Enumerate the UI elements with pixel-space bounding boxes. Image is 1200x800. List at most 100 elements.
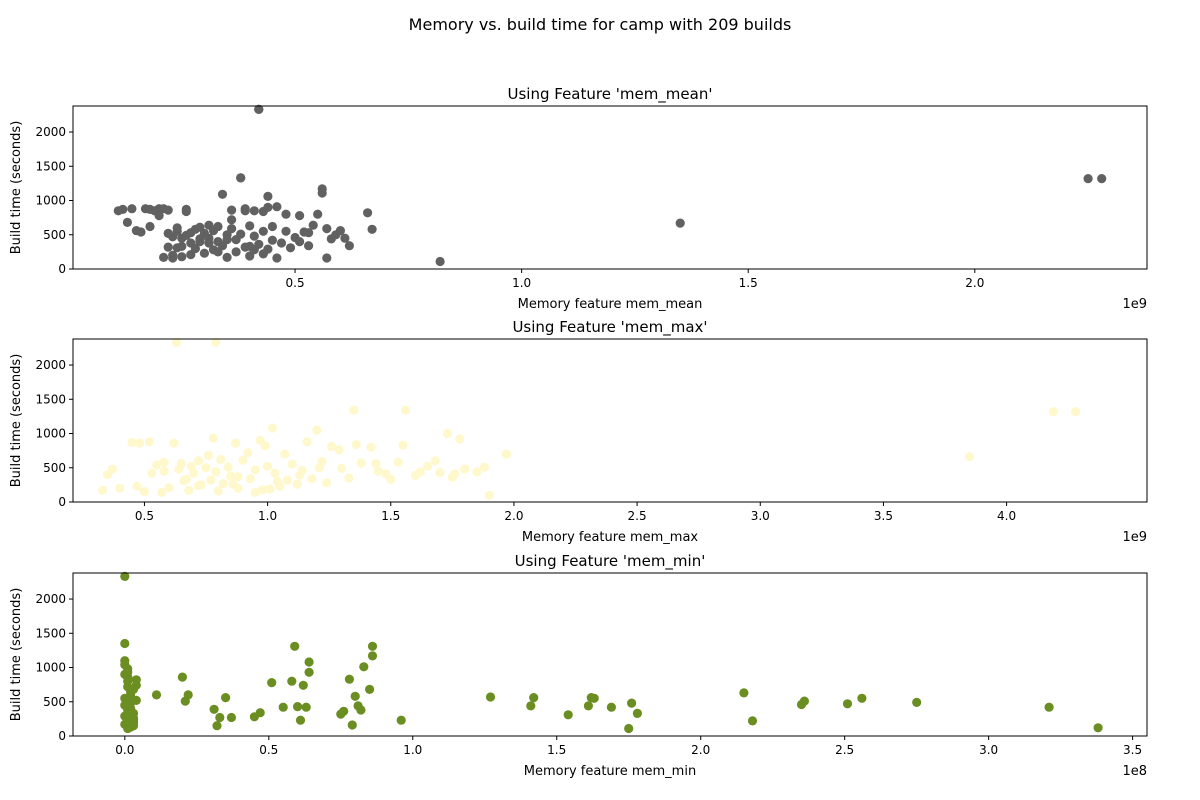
x-axis-offset-label: 1e9: [1122, 297, 1147, 312]
y-tick-label: 1500: [35, 626, 66, 640]
scatter-point: [336, 463, 347, 473]
scatter-point: [334, 445, 344, 455]
scatter-series-mem-min: [120, 571, 1103, 734]
figure-suptitle: Memory vs. build time for camp with 209 …: [409, 15, 792, 34]
scatter-point: [624, 723, 634, 734]
scatter-point: [227, 215, 237, 225]
scatter-point: [213, 247, 223, 257]
scatter-point: [208, 433, 218, 443]
scatter-point: [231, 438, 241, 448]
x-tick-label: 4.0: [997, 509, 1016, 523]
scatter-point: [240, 206, 250, 216]
scatter-point: [563, 710, 573, 720]
scatter-point: [460, 464, 470, 474]
x-axis-label: Memory feature mem_max: [522, 530, 699, 545]
scatter-point: [739, 688, 749, 698]
plot-frame: [72, 572, 1148, 737]
scatter-point: [327, 441, 337, 452]
scatter-point: [340, 233, 350, 243]
scatter-point: [281, 226, 291, 236]
scatter-point: [136, 227, 146, 237]
scatter-point: [172, 223, 182, 233]
scatter-point: [255, 708, 265, 718]
scatter-point: [157, 487, 167, 497]
scatter-point: [367, 224, 377, 234]
x-tick-label: 3.5: [874, 509, 893, 523]
scatter-point: [213, 486, 223, 496]
scatter-point: [186, 461, 196, 471]
scatter-point: [151, 690, 162, 700]
scatter-point: [263, 461, 273, 471]
scatter-point: [450, 469, 460, 479]
scatter-point: [367, 651, 378, 661]
scatter-point: [233, 472, 243, 482]
scatter-point: [312, 425, 322, 435]
scatter-point: [335, 226, 345, 236]
y-tick-label: 2000: [35, 358, 66, 372]
scatter-point: [145, 221, 155, 232]
scatter-point: [258, 249, 268, 259]
y-tick-label: 1000: [35, 427, 66, 441]
scatter-point: [186, 250, 196, 260]
x-tick-label: 3.0: [751, 509, 770, 523]
scatter-point: [304, 228, 314, 238]
scatter-point: [177, 252, 187, 262]
scatter-point: [139, 487, 149, 497]
scatter-point: [339, 706, 349, 716]
y-tick-label: 0: [58, 262, 66, 276]
scatter-point: [435, 468, 445, 478]
scatter-point: [373, 466, 383, 476]
x-axis-offset-label: 1e9: [1122, 530, 1147, 545]
scatter-point: [842, 699, 853, 709]
scatter-point: [1093, 723, 1103, 733]
y-tick-label: 0: [58, 729, 66, 743]
scatter-point: [159, 466, 169, 476]
scatter-point: [154, 211, 164, 221]
scatter-point: [181, 206, 191, 217]
scatter-point: [285, 243, 296, 253]
scatter-point: [258, 226, 268, 236]
scatter-point: [366, 442, 376, 452]
scatter-point: [295, 211, 305, 221]
scatter-point: [304, 241, 314, 251]
scatter-point: [115, 483, 125, 493]
y-tick-label: 500: [43, 461, 66, 475]
scatter-point: [250, 465, 260, 475]
scatter-point: [367, 641, 378, 651]
scatter-point: [263, 191, 273, 201]
x-tick-label: 1.5: [739, 276, 758, 290]
x-tick-label: 1.0: [512, 276, 531, 290]
scatter-point: [217, 189, 228, 199]
scatter-point: [344, 674, 354, 684]
scatter-point: [484, 490, 494, 500]
scatter-point: [98, 485, 108, 495]
scatter-point: [171, 337, 182, 347]
scatter-point: [304, 657, 314, 667]
scatter-point: [442, 428, 452, 439]
scatter-point: [1071, 407, 1081, 417]
scatter-point: [293, 702, 303, 712]
scatter-point: [107, 464, 117, 474]
scatter-point: [267, 678, 277, 688]
scatter-point: [344, 241, 354, 251]
scatter-point: [912, 697, 922, 708]
scatter-series-mem-max: [98, 337, 1081, 500]
scatter-point: [965, 452, 975, 462]
panel-mem-max: 0.5 1.0 1.5 2.0 2.5 3.0 3.5 4.0 0 500 1000 1500 2000…: [9, 318, 1148, 545]
scatter-point: [201, 463, 211, 473]
scatter-point: [349, 405, 359, 415]
y-axis-label: Build time (seconds): [9, 354, 24, 488]
scatter-point: [278, 702, 288, 712]
scatter-point: [215, 712, 225, 723]
scatter-point: [159, 252, 169, 262]
scatter-point: [295, 237, 305, 247]
x-axis-label: Memory feature mem_min: [524, 764, 696, 779]
scatter-point: [249, 231, 259, 241]
scatter-point: [122, 217, 132, 227]
scatter-point: [400, 405, 411, 415]
scatter-point: [183, 690, 193, 700]
scatter-point: [211, 467, 221, 477]
scatter-point: [152, 460, 162, 470]
panel-title: Using Feature 'mem_mean': [508, 85, 713, 104]
